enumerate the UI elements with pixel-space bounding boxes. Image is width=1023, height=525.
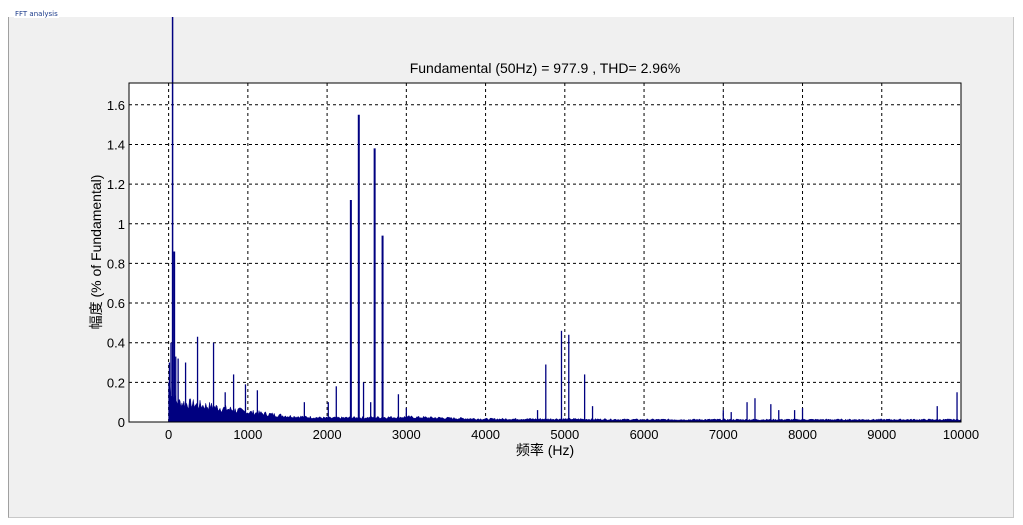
y-tick-label: 0 <box>118 415 125 430</box>
x-tick-label: 10000 <box>943 427 979 442</box>
y-ticks: 0 0.2 0.4 0.6 0.8 1 1.2 1.4 1.6 <box>107 98 125 430</box>
grid <box>129 83 962 423</box>
x-tick-label: 9000 <box>867 427 896 442</box>
y-axis-label: 幅度 (% of Fundamental) <box>88 175 104 330</box>
x-tick-label: 5000 <box>550 427 579 442</box>
x-tick-label: 2000 <box>313 427 342 442</box>
x-tick-label: 4000 <box>471 427 500 442</box>
y-tick-label: 1.6 <box>107 98 125 113</box>
x-tick-label: 3000 <box>392 427 421 442</box>
x-tick-label: 7000 <box>709 427 738 442</box>
x-tick-label: 8000 <box>788 427 817 442</box>
x-tick-label: 0 <box>165 427 172 442</box>
chart-title: Fundamental (50Hz) = 977.9 , THD= 2.96% <box>410 60 681 76</box>
panel-title: FFT analysis <box>14 10 59 18</box>
y-tick-label: 0.2 <box>107 375 125 390</box>
y-tick-label: 1 <box>118 217 125 232</box>
noise-floor <box>168 381 962 423</box>
axes-frame <box>128 82 962 423</box>
x-tick-label: 1000 <box>233 427 262 442</box>
plot-area <box>129 83 961 422</box>
x-ticks: 0 1000 2000 3000 4000 5000 6000 7000 8000 9000 100… <box>165 427 979 442</box>
y-tick-label: 1.2 <box>107 177 125 192</box>
y-tick-label: 0.6 <box>107 296 125 311</box>
y-tick-label: 1.4 <box>107 137 125 152</box>
spectrum-bars <box>168 17 958 422</box>
x-axis-label: 频率 (Hz) <box>516 442 574 458</box>
y-tick-label: 0.8 <box>107 256 125 271</box>
y-tick-label: 0.4 <box>107 336 125 351</box>
x-tick-label: 6000 <box>630 427 659 442</box>
